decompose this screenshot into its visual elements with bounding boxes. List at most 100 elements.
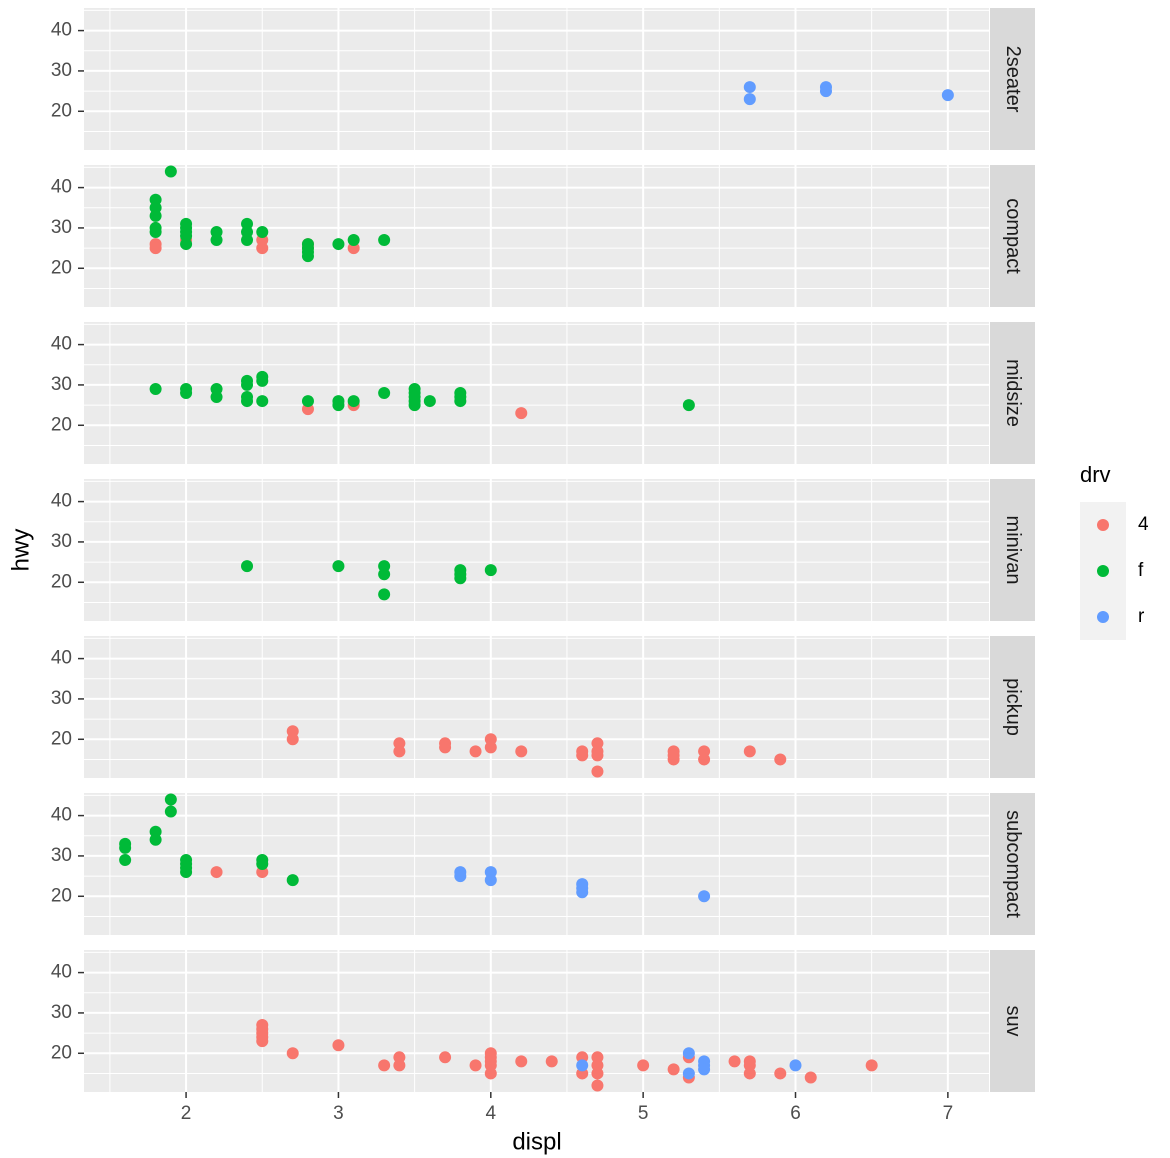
point xyxy=(301,242,314,255)
point xyxy=(515,407,528,420)
y-tick-label: 30 xyxy=(51,374,72,395)
x-tick-label: 2 xyxy=(181,1103,192,1124)
point xyxy=(728,1055,741,1068)
point xyxy=(210,391,223,404)
y-tick-label: 20 xyxy=(51,1042,72,1063)
y-tick-label: 20 xyxy=(51,571,72,592)
point xyxy=(378,588,391,601)
x-tick-label: 4 xyxy=(486,1103,497,1124)
y-tick-label: 20 xyxy=(51,414,72,435)
point xyxy=(286,874,299,887)
strip-background xyxy=(990,479,1035,621)
point xyxy=(347,395,360,408)
strip-label: minivan xyxy=(1002,516,1024,585)
y-axis-label: hwy xyxy=(7,529,34,572)
y-tick-label: 40 xyxy=(51,334,72,355)
x-tick-label: 7 xyxy=(943,1103,954,1124)
y-tick-label: 30 xyxy=(51,688,72,709)
y-tick-label: 20 xyxy=(51,728,72,749)
point xyxy=(256,374,269,387)
strip-background xyxy=(990,322,1035,464)
point xyxy=(378,387,391,399)
legend-label: r xyxy=(1138,606,1145,627)
point xyxy=(256,395,269,408)
point xyxy=(332,560,345,573)
legend-key xyxy=(1097,611,1109,623)
x-tick-label: 6 xyxy=(790,1103,801,1124)
point xyxy=(545,1055,558,1068)
strip-background xyxy=(990,636,1035,778)
strip-label: 2seater xyxy=(1002,46,1024,113)
point xyxy=(378,234,391,247)
point xyxy=(347,234,360,247)
point xyxy=(180,866,193,879)
point xyxy=(591,1079,604,1092)
strip-label: compact xyxy=(1002,198,1024,274)
y-tick-label: 40 xyxy=(51,491,72,512)
point xyxy=(698,1063,711,1076)
point xyxy=(256,225,269,238)
legend-label: 4 xyxy=(1138,514,1149,535)
point xyxy=(484,564,497,577)
point xyxy=(576,886,589,899)
legend-key xyxy=(1097,519,1109,531)
y-tick-label: 40 xyxy=(51,962,72,983)
strip-label: suv xyxy=(1002,1005,1024,1036)
point xyxy=(119,841,132,854)
point xyxy=(439,1051,452,1064)
point xyxy=(743,1067,756,1080)
point xyxy=(454,395,467,408)
point xyxy=(865,1059,878,1072)
point xyxy=(180,387,193,399)
point xyxy=(149,209,162,222)
point xyxy=(667,753,680,766)
strip-background xyxy=(990,950,1035,1092)
panel-background xyxy=(84,636,989,778)
point xyxy=(286,1047,299,1060)
point xyxy=(332,238,345,251)
point xyxy=(256,1035,269,1048)
point xyxy=(484,874,497,887)
point xyxy=(286,733,299,746)
point xyxy=(454,572,467,585)
point xyxy=(682,1047,695,1060)
point xyxy=(576,1059,589,1072)
point xyxy=(743,745,756,758)
y-tick-label: 30 xyxy=(51,845,72,866)
point xyxy=(515,1055,528,1068)
point xyxy=(256,242,269,255)
panel-background xyxy=(84,950,989,1092)
point xyxy=(515,745,528,758)
point xyxy=(484,1067,497,1080)
strip-label: pickup xyxy=(1002,678,1024,736)
point xyxy=(149,242,162,255)
point xyxy=(637,1059,650,1072)
point xyxy=(774,753,787,766)
legend-key xyxy=(1097,565,1109,577)
point xyxy=(241,234,254,247)
point xyxy=(789,1059,802,1072)
y-tick-label: 20 xyxy=(51,100,72,121)
panel-background xyxy=(84,793,989,935)
point xyxy=(484,741,497,754)
point xyxy=(378,1059,391,1072)
x-tick-label: 3 xyxy=(333,1103,344,1124)
x-axis-label: displ xyxy=(512,1128,561,1155)
point xyxy=(698,753,711,766)
point xyxy=(180,238,193,251)
point xyxy=(454,870,467,883)
point xyxy=(682,399,695,412)
legend-label: f xyxy=(1138,560,1144,581)
point xyxy=(332,399,345,412)
strip-background xyxy=(990,165,1035,307)
point xyxy=(210,866,223,879)
point xyxy=(241,395,254,408)
y-tick-label: 20 xyxy=(51,257,72,278)
y-tick-label: 40 xyxy=(51,805,72,826)
point xyxy=(743,81,756,94)
y-tick-label: 40 xyxy=(51,177,72,198)
point xyxy=(804,1071,817,1084)
y-tick-label: 30 xyxy=(51,217,72,238)
point xyxy=(256,858,269,870)
point xyxy=(941,89,954,102)
